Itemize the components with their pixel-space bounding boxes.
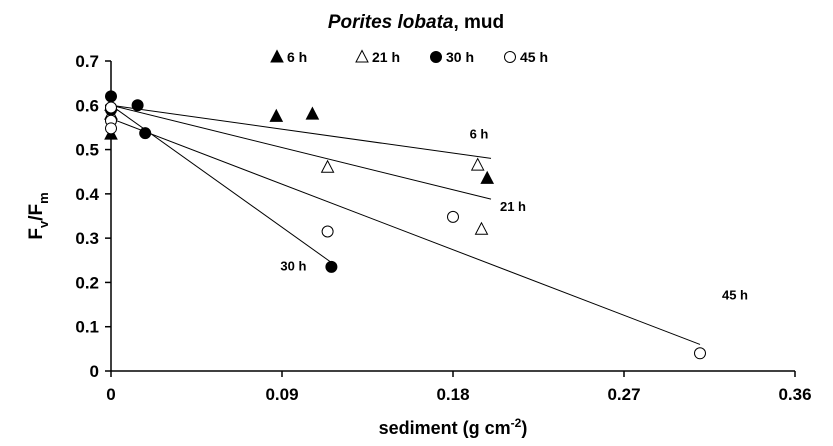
fit-line: [110, 118, 701, 345]
x-label-main: sediment (g cm: [379, 418, 511, 438]
marker-triangle: [269, 108, 284, 122]
fit-line: [110, 104, 492, 159]
fit-label: 21 h: [500, 199, 526, 214]
marker-circle: [131, 99, 144, 112]
x-axis-label: sediment (g cm-2): [379, 416, 528, 438]
marker-circle: [139, 127, 152, 140]
fit-line: [110, 104, 492, 200]
title-rest: , mud: [453, 12, 504, 33]
x-tick-label: 0.18: [436, 385, 469, 404]
marker-circle: [105, 122, 117, 135]
marker-circle: [105, 101, 117, 114]
legend-marker: [430, 51, 442, 63]
y-tick-label: 0.2: [75, 273, 99, 292]
legend-label: 6 h: [287, 49, 307, 65]
legend-marker: [270, 49, 284, 63]
marker-triangle: [470, 157, 485, 171]
y-tick-label: 0: [90, 362, 99, 381]
marker-triangle: [474, 221, 489, 235]
x-tick-label: 0.09: [265, 385, 298, 404]
marker-triangle: [320, 159, 335, 173]
fit-label: 30 h: [280, 259, 306, 274]
x-label-sup: -2: [511, 416, 522, 430]
x-tick-label: 0.36: [778, 385, 811, 404]
marker-circle: [447, 210, 459, 223]
marker-circle: [105, 90, 117, 103]
legend-label: 30 h: [446, 49, 474, 65]
marker-circle: [325, 260, 338, 273]
legend-label: 21 h: [372, 49, 400, 65]
x-label-end: ): [521, 418, 527, 438]
x-tick-label: 0: [106, 385, 115, 404]
y-tick-label: 0.7: [75, 52, 99, 71]
x-tick-label: 0.27: [607, 385, 640, 404]
y-label-f: F: [26, 228, 47, 240]
legend-marker: [504, 51, 516, 63]
title-species: Porites lobata: [328, 12, 454, 33]
legend-label: 45 h: [520, 49, 548, 65]
fit-label: 45 h: [722, 287, 748, 302]
y-tick-label: 0.4: [75, 185, 99, 204]
chart-title: Porites lobata, mud: [328, 12, 504, 33]
marker-triangle: [480, 170, 495, 184]
y-tick-label: 0.6: [75, 96, 99, 115]
fit-label: 6 h: [470, 126, 489, 141]
y-label-sub-v: v: [36, 220, 51, 228]
y-axis-label: Fv/Fm: [26, 192, 51, 239]
y-label-f2: /F: [26, 204, 47, 221]
marker-circle: [321, 225, 334, 238]
y-tick-label: 0.5: [75, 141, 99, 160]
marker-triangle: [305, 106, 320, 120]
y-tick-label: 0.3: [75, 229, 99, 248]
marker-circle: [694, 347, 706, 360]
y-label-sub-m: m: [36, 192, 51, 204]
legend-marker: [355, 49, 369, 63]
y-tick-label: 0.1: [75, 318, 99, 337]
